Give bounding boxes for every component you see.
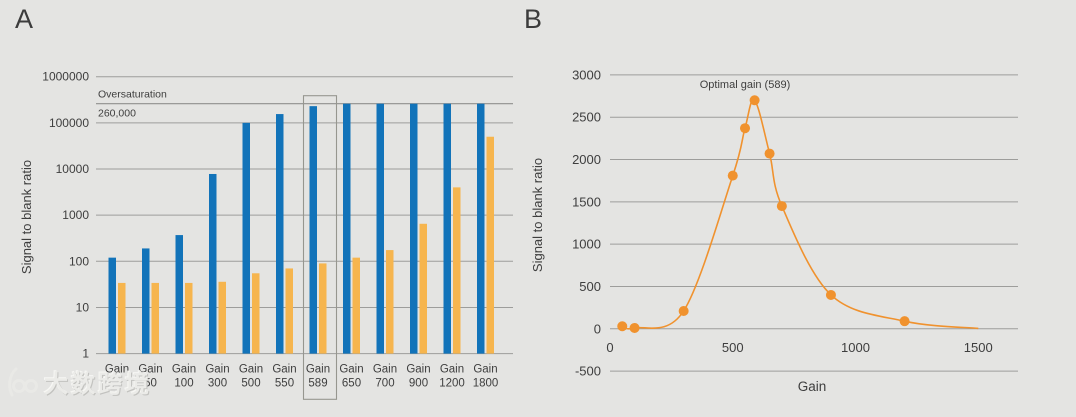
bar-blue-gain-5	[108, 257, 116, 354]
bar-orange-gain-589	[319, 263, 327, 354]
bar-blue-gain-300	[209, 173, 217, 354]
y-axis-tick-label: -500	[575, 364, 601, 379]
x-axis-tick-label: Gain 550	[272, 364, 296, 390]
line-series	[622, 98, 979, 330]
data-point-gain-1200	[899, 316, 910, 327]
watermark-logo-icon	[8, 367, 38, 396]
y-axis-tick-label: 2500	[572, 110, 601, 125]
y-axis-title: Signal to blank ratio	[530, 158, 545, 272]
data-point-gain-50	[617, 321, 628, 332]
data-point-gain-900	[825, 289, 836, 300]
annotation-optimal-gain: Optimal gain (589)	[700, 79, 791, 91]
panel-a-bar-chart: 1 10 100 1000 10000 100000 1000000 Oversaturati…	[19, 70, 513, 400]
bar-orange-gain-5	[118, 282, 126, 354]
watermark: 大数跨境	[5, 364, 152, 399]
bar-blue-gain-50	[142, 248, 150, 354]
bar-orange-gain-100	[185, 282, 193, 354]
data-point-gain-700	[776, 201, 787, 212]
oversaturation-value-label: 260,000	[98, 108, 136, 120]
bar-orange-gain-900	[419, 223, 427, 354]
y-axis-tick-label: 100	[69, 254, 89, 268]
y-axis-tick-label: 1000	[572, 237, 601, 252]
x-axis-tick-label: 1500	[964, 340, 993, 355]
bar-blue-gain-500	[242, 122, 250, 354]
x-axis-title: Gain	[798, 379, 827, 394]
y-axis-tick-label: 1500	[572, 194, 601, 209]
x-axis-tick-label: Gain 1200	[439, 364, 465, 390]
bar-blue-gain-650	[343, 103, 351, 354]
data-point-gain-300	[678, 306, 689, 317]
bar-orange-gain-1200	[453, 187, 461, 354]
x-axis-tick-label: Gain 700	[373, 364, 397, 390]
y-axis-tick-label: 1	[82, 347, 89, 361]
data-point-gain-100	[629, 322, 640, 333]
bar-orange-gain-700	[386, 250, 394, 354]
x-axis-tick-label: Gain 300	[205, 364, 229, 390]
x-axis-tick-label: Gain 900	[406, 364, 430, 390]
bar-blue-gain-900	[410, 103, 418, 354]
y-axis-tick-label: 10000	[56, 162, 90, 176]
x-axis-tick-label: Gain 50	[138, 364, 162, 390]
y-axis-tick-label: 1000000	[42, 70, 89, 84]
panel-b-line-chart: 3000 2500 2000 1500 1000 500 0 -500 0 500 1000 1500…	[530, 67, 1018, 394]
x-axis-tick-label: Gain 5	[105, 364, 129, 390]
y-axis-tick-label: 0	[594, 321, 601, 336]
oversaturation-label: Oversaturation	[98, 89, 167, 101]
x-axis-tick-label: 1000	[841, 340, 870, 355]
watermark-text: 大数跨境	[44, 371, 152, 398]
bar-blue-gain-700	[376, 103, 384, 354]
bar-orange-gain-1800	[486, 136, 494, 354]
bar-orange-gain-550	[285, 268, 293, 354]
x-axis-tick-label: 0	[606, 340, 613, 355]
bar-blue-gain-589	[309, 106, 317, 354]
y-axis-tick-label: 2000	[572, 152, 601, 167]
y-axis-tick-label: 1000	[62, 208, 89, 222]
x-axis-tick-label: 500	[722, 340, 744, 355]
bar-orange-gain-500	[252, 273, 260, 354]
y-axis-tick-label: 500	[579, 279, 601, 294]
x-axis-tick-label: Gain 500	[239, 364, 263, 390]
data-point-gain-550	[740, 123, 751, 134]
data-point-gain-589	[749, 95, 760, 106]
bar-blue-gain-1800	[477, 103, 485, 354]
y-axis-tick-label: 10	[76, 300, 90, 314]
panel-b-label: B	[524, 4, 544, 34]
x-axis-tick-label: Gain 650	[339, 364, 363, 390]
bar-orange-gain-50	[151, 282, 159, 354]
bar-blue-gain-1200	[443, 103, 451, 354]
y-axis-tick-label: 100000	[49, 116, 89, 130]
bar-orange-gain-300	[218, 281, 226, 354]
bar-orange-gain-650	[352, 257, 360, 354]
x-axis-tick-label: Gain 589	[306, 364, 330, 390]
data-point-gain-650	[764, 148, 775, 159]
highlight-box-optimal-gain	[302, 95, 338, 400]
data-point-gain-500	[727, 170, 738, 181]
x-axis-tick-label: Gain 1800	[473, 364, 499, 390]
y-axis-tick-label: 3000	[572, 67, 601, 82]
y-axis-title: Signal to blank ratio	[19, 160, 34, 274]
panel-a-label: A	[15, 4, 35, 34]
bar-blue-gain-550	[276, 114, 284, 354]
x-axis-tick-label: Gain 100	[172, 364, 196, 390]
bar-blue-gain-100	[175, 235, 183, 354]
